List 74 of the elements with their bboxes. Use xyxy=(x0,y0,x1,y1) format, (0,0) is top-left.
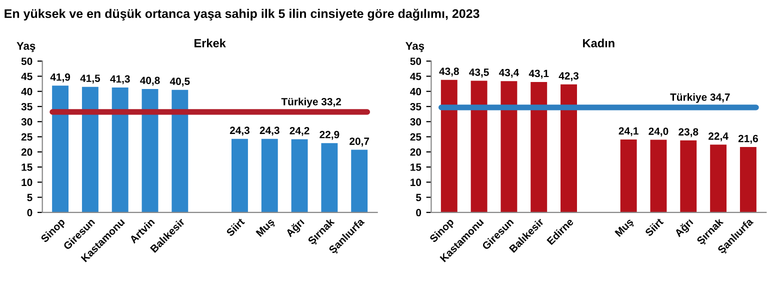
y-tick-label: 35 xyxy=(21,103,32,110)
y-tick-label: 20 xyxy=(410,148,422,156)
x-tick-label: Muş xyxy=(256,218,276,238)
y-tick-label: 0 xyxy=(416,208,422,216)
bar xyxy=(291,139,308,212)
y-tick-label: 5 xyxy=(416,194,422,202)
bar xyxy=(680,140,697,212)
data-label: 24,3 xyxy=(260,126,280,136)
data-label: 24,2 xyxy=(290,126,310,136)
data-label: 41,3 xyxy=(110,75,130,84)
x-tick-label: Ağrı xyxy=(284,218,306,239)
chart-title: Kadın xyxy=(583,38,614,48)
data-label: 43,8 xyxy=(439,68,459,77)
y-tick-label: 10 xyxy=(410,178,422,186)
data-label: 23,8 xyxy=(678,128,698,138)
x-tick-label: Siirt xyxy=(226,217,246,237)
data-label: 41,5 xyxy=(80,74,100,84)
y-tick-label: 35 xyxy=(410,103,422,110)
bar xyxy=(112,87,128,212)
bar xyxy=(172,90,188,212)
bar xyxy=(500,81,518,212)
bar xyxy=(232,138,248,212)
y-tick-label: 40 xyxy=(410,88,422,96)
y-tick-label: 5 xyxy=(27,194,32,202)
data-label: 24,1 xyxy=(618,127,638,136)
bar xyxy=(710,144,727,212)
bar xyxy=(470,80,488,212)
bar xyxy=(530,82,548,212)
data-label: 21,6 xyxy=(738,134,758,144)
bar xyxy=(740,147,756,212)
y-tick-label: 0 xyxy=(27,208,32,216)
bar xyxy=(261,138,278,212)
y-axis-title: Yaş xyxy=(406,42,424,52)
bar xyxy=(440,80,458,212)
data-label: 42,3 xyxy=(558,72,579,82)
bar xyxy=(142,88,158,212)
y-tick-label: 15 xyxy=(22,164,32,171)
y-tick-label: 10 xyxy=(22,178,32,186)
data-label: 40,8 xyxy=(140,76,160,86)
ref-line-label: Türkiye 34,7 xyxy=(670,93,730,103)
data-label: 41,9 xyxy=(50,73,70,82)
x-tick-label: Muş xyxy=(614,218,636,238)
x-tick-label: Siirt xyxy=(644,217,664,237)
y-tick-label: 40 xyxy=(21,88,32,96)
y-tick-label: 30 xyxy=(21,118,32,126)
ref-line-label: Türkiye 33,2 xyxy=(281,98,341,108)
y-tick-label: 50 xyxy=(410,58,422,65)
y-tick-label: 30 xyxy=(410,118,422,126)
bar xyxy=(321,143,338,212)
y-axis-title: Yaş xyxy=(16,42,36,52)
y-tick-label: 45 xyxy=(21,72,32,80)
bar xyxy=(82,86,98,212)
y-tick-label: 45 xyxy=(410,72,422,80)
data-label: 43,1 xyxy=(528,70,549,79)
bar xyxy=(620,139,637,212)
bar xyxy=(560,84,577,212)
data-label: 22,9 xyxy=(320,130,340,140)
data-label: 24,0 xyxy=(648,128,668,136)
y-tick-label: 20 xyxy=(21,148,32,156)
data-label: 40,5 xyxy=(170,78,190,87)
bar xyxy=(650,140,667,212)
data-label: 22,4 xyxy=(708,132,728,142)
y-tick-label: 15 xyxy=(410,164,422,171)
data-label: 20,7 xyxy=(350,138,370,146)
chart-title: Erkek xyxy=(194,38,226,48)
bar xyxy=(351,150,368,212)
bar xyxy=(52,86,69,212)
y-tick-label: 50 xyxy=(21,58,32,65)
data-label: 43,5 xyxy=(469,68,489,78)
y-tick-label: 25 xyxy=(410,133,422,141)
data-label: 43,4 xyxy=(498,68,520,78)
text: En yüksek ve en düşük ortanca yaşa sahip ilk 5 ilin cinsiyete göre dağılımı, 2023 xyxy=(4,8,480,21)
y-tick-label: 25 xyxy=(21,133,32,141)
data-label: 24,3 xyxy=(230,126,250,136)
